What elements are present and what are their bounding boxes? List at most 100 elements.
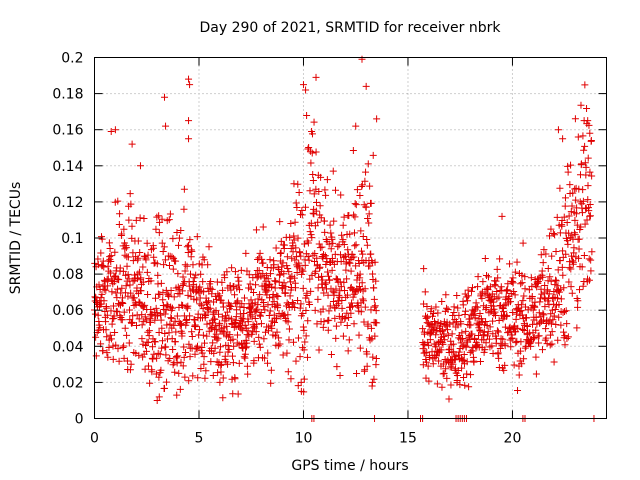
data-point [157, 366, 165, 374]
data-point [173, 228, 181, 236]
data-point [299, 284, 307, 292]
data-point [206, 304, 214, 312]
data-point [186, 81, 194, 89]
data-point [297, 387, 305, 395]
data-point [565, 278, 573, 286]
data-point [213, 326, 221, 334]
data-point [304, 239, 312, 247]
data-point [212, 296, 220, 304]
data-point [541, 303, 549, 311]
data-point [305, 144, 313, 152]
data-point [421, 330, 429, 338]
data-point [289, 248, 297, 256]
data-point [252, 307, 260, 315]
data-point [302, 86, 310, 94]
data-point [207, 277, 215, 285]
data-point [574, 297, 582, 305]
data-point [358, 182, 366, 190]
data-point [314, 218, 322, 226]
data-point [315, 188, 323, 196]
data-point [196, 326, 204, 334]
data-point [550, 312, 558, 320]
y-tick-label: 0.08 [52, 267, 83, 283]
data-point [509, 279, 517, 287]
data-point [211, 315, 219, 323]
data-point [109, 302, 117, 310]
data-point [438, 383, 446, 391]
data-point [94, 261, 102, 269]
data-point [329, 167, 337, 175]
data-point [503, 312, 511, 320]
data-point [221, 274, 229, 282]
data-point [349, 147, 357, 155]
data-point [266, 256, 274, 264]
data-point [466, 315, 474, 323]
data-point [462, 327, 470, 335]
data-point [348, 302, 356, 310]
data-point [454, 351, 462, 359]
data-point [462, 343, 470, 351]
data-point [439, 340, 447, 348]
data-point [323, 176, 331, 184]
data-point [98, 262, 106, 270]
data-point [511, 291, 519, 299]
data-point [482, 303, 490, 311]
data-point [168, 253, 176, 261]
data-point [194, 310, 202, 318]
data-point [497, 335, 505, 343]
data-point [425, 377, 433, 385]
data-point [506, 260, 514, 268]
data-point [99, 347, 107, 355]
data-point [364, 215, 372, 223]
data-point [308, 234, 316, 242]
data-point [159, 247, 167, 255]
data-point [230, 342, 238, 350]
data-point [137, 287, 145, 295]
data-point [552, 277, 560, 285]
data-point [495, 316, 503, 324]
data-point [424, 362, 432, 370]
x-tick-label: 5 [195, 431, 204, 447]
data-point [290, 274, 298, 282]
data-point [461, 381, 469, 389]
data-point [187, 253, 195, 261]
data-point [581, 159, 589, 167]
data-point [423, 302, 431, 310]
data-point [167, 303, 175, 311]
data-point [520, 355, 528, 363]
data-point [193, 296, 201, 304]
data-point [320, 250, 328, 258]
data-point [283, 349, 291, 357]
data-point [548, 340, 556, 348]
data-point [498, 212, 506, 220]
data-point [511, 268, 519, 276]
data-point [335, 300, 343, 308]
data-point [253, 305, 261, 313]
data-point [245, 332, 253, 340]
data-point [313, 198, 321, 206]
data-point [317, 173, 325, 181]
data-point [362, 168, 370, 176]
data-point [175, 369, 183, 377]
data-point [150, 350, 158, 358]
data-point [102, 304, 110, 312]
data-point [240, 310, 248, 317]
data-point [542, 325, 550, 333]
data-point [126, 281, 134, 289]
data-point [443, 374, 451, 382]
data-point [129, 257, 137, 265]
data-point [509, 309, 517, 317]
data-point [292, 253, 300, 261]
data-point [327, 351, 335, 359]
y-tick-label: 0.1 [61, 231, 83, 247]
data-point [310, 118, 318, 126]
data-point [173, 391, 181, 399]
data-point [281, 289, 289, 297]
data-point [432, 303, 440, 311]
data-point [316, 263, 324, 271]
data-point [141, 252, 149, 260]
data-point [449, 340, 457, 348]
data-point [340, 253, 348, 261]
data-point [560, 213, 568, 221]
data-point [337, 283, 345, 291]
